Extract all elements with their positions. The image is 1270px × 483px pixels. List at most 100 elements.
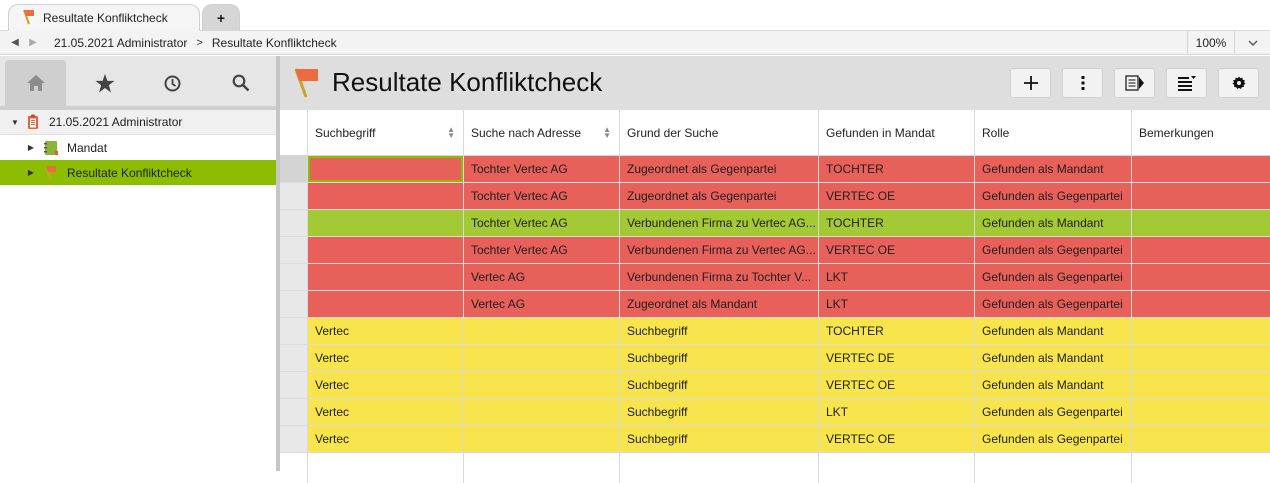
tree-item-resultate-konfliktcheck[interactable]: ▶ Resultate Konfliktcheck (0, 160, 276, 185)
cell-grund-der-suche[interactable]: Suchbegriff (620, 399, 819, 425)
cell-suchbegriff[interactable] (308, 156, 464, 182)
cell-suchbegriff[interactable]: Vertec (308, 426, 464, 452)
sidebar-tab-home[interactable] (5, 60, 66, 106)
cell-rolle[interactable]: Gefunden als Mandant (975, 318, 1132, 344)
table-row[interactable]: Vertec Suchbegriff VERTEC OE Gefunden al… (280, 426, 1270, 453)
cell-rolle[interactable]: Gefunden als Gegenpartei (975, 291, 1132, 317)
cell-suche-nach-adresse[interactable] (464, 318, 620, 344)
zoom-level[interactable]: 100% (1187, 31, 1235, 55)
row-header[interactable] (280, 426, 308, 452)
cell-suchbegriff[interactable]: Vertec (308, 399, 464, 425)
cell-bemerkungen[interactable] (1132, 156, 1270, 182)
sidebar-tab-history[interactable] (142, 60, 203, 106)
cell-grund-der-suche[interactable]: Suchbegriff (620, 345, 819, 371)
cell-bemerkungen[interactable] (1132, 237, 1270, 263)
table-row[interactable]: Vertec Suchbegriff VERTEC DE Gefunden al… (280, 345, 1270, 372)
expand-down-icon[interactable]: ▼ (11, 117, 19, 127)
cell-gefunden-in-mandat[interactable]: LKT (819, 291, 975, 317)
cell-grund-der-suche[interactable]: Verbundenen Firma zu Vertec AG... (620, 237, 819, 263)
cell-grund-der-suche[interactable]: Suchbegriff (620, 318, 819, 344)
cell-suchbegriff[interactable]: Vertec (308, 372, 464, 398)
cell-bemerkungen[interactable] (1132, 399, 1270, 425)
cell-gefunden-in-mandat[interactable]: LKT (819, 264, 975, 290)
cell-bemerkungen[interactable] (1132, 345, 1270, 371)
cell-gefunden-in-mandat[interactable]: VERTEC OE (819, 237, 975, 263)
cell-rolle[interactable]: Gefunden als Gegenpartei (975, 426, 1132, 452)
cell-rolle[interactable]: Gefunden als Mandant (975, 345, 1132, 371)
cell-bemerkungen[interactable] (1132, 291, 1270, 317)
tree-item-administrator[interactable]: ▼ 21.05.2021 Administrator (0, 110, 276, 135)
cell-rolle[interactable]: Gefunden als Gegenpartei (975, 264, 1132, 290)
cell-rolle[interactable]: Gefunden als Gegenpartei (975, 237, 1132, 263)
cell-grund-der-suche[interactable]: Zugeordnet als Mandant (620, 291, 819, 317)
row-header[interactable] (280, 372, 308, 398)
cell-grund-der-suche[interactable]: Zugeordnet als Gegenpartei (620, 183, 819, 209)
cell-grund-der-suche[interactable]: Verbundenen Firma zu Vertec AG... (620, 210, 819, 236)
table-row[interactable]: Vertec AG Verbundenen Firma zu Tochter V… (280, 264, 1270, 291)
row-header[interactable] (280, 156, 308, 182)
column-header-gefunden-in-mandat[interactable]: Gefunden in Mandat (819, 110, 975, 155)
row-header[interactable] (280, 264, 308, 290)
expand-right-icon[interactable]: ▶ (27, 168, 35, 177)
more-button[interactable] (1062, 68, 1103, 98)
cell-suchbegriff[interactable] (308, 210, 464, 236)
cell-rolle[interactable]: Gefunden als Gegenpartei (975, 399, 1132, 425)
cell-rolle[interactable]: Gefunden als Mandant (975, 156, 1132, 182)
cell-suche-nach-adresse[interactable]: Tochter Vertec AG (464, 210, 620, 236)
cell-gefunden-in-mandat[interactable]: VERTEC OE (819, 372, 975, 398)
row-header[interactable] (280, 399, 308, 425)
cell-gefunden-in-mandat[interactable]: VERTEC OE (819, 426, 975, 452)
cell-suchbegriff[interactable] (308, 264, 464, 290)
cell-gefunden-in-mandat[interactable]: VERTEC OE (819, 183, 975, 209)
cell-suche-nach-adresse[interactable] (464, 372, 620, 398)
expand-right-icon[interactable]: ▶ (27, 143, 35, 152)
cell-rolle[interactable]: Gefunden als Mandant (975, 372, 1132, 398)
cell-bemerkungen[interactable] (1132, 264, 1270, 290)
column-header-suche-nach-adresse[interactable]: Suche nach Adresse ▲ ▼ (464, 110, 620, 155)
row-header[interactable] (280, 183, 308, 209)
chevron-down-icon[interactable] (1240, 31, 1266, 55)
cell-rolle[interactable]: Gefunden als Gegenpartei (975, 183, 1132, 209)
row-header[interactable] (280, 345, 308, 371)
column-header-rolle[interactable]: Rolle (975, 110, 1132, 155)
cell-gefunden-in-mandat[interactable]: TOCHTER (819, 156, 975, 182)
column-header-grund-der-suche[interactable]: Grund der Suche (620, 110, 819, 155)
table-row[interactable]: Vertec AG Zugeordnet als Mandant LKT Gef… (280, 291, 1270, 318)
table-row[interactable]: Tochter Vertec AG Verbundenen Firma zu V… (280, 237, 1270, 264)
cell-bemerkungen[interactable] (1132, 318, 1270, 344)
cell-bemerkungen[interactable] (1132, 183, 1270, 209)
cell-grund-der-suche[interactable]: Suchbegriff (620, 372, 819, 398)
breadcrumb-administrator[interactable]: 21.05.2021 Administrator (54, 35, 188, 50)
list-options-button[interactable] (1166, 68, 1207, 98)
cell-suchbegriff[interactable]: Vertec (308, 345, 464, 371)
cell-gefunden-in-mandat[interactable]: VERTEC DE (819, 345, 975, 371)
cell-suche-nach-adresse[interactable]: Vertec AG (464, 291, 620, 317)
cell-suche-nach-adresse[interactable]: Tochter Vertec AG (464, 156, 620, 182)
column-header-suchbegriff[interactable]: Suchbegriff ▲ ▼ (308, 110, 464, 155)
cell-suche-nach-adresse[interactable] (464, 345, 620, 371)
cell-suchbegriff[interactable] (308, 291, 464, 317)
cell-suche-nach-adresse[interactable]: Tochter Vertec AG (464, 237, 620, 263)
cell-suchbegriff[interactable] (308, 237, 464, 263)
tab-resultate-konfliktcheck[interactable]: Resultate Konfliktcheck (8, 4, 200, 31)
table-row[interactable]: Tochter Vertec AG Zugeordnet als Gegenpa… (280, 183, 1270, 210)
cell-gefunden-in-mandat[interactable]: TOCHTER (819, 318, 975, 344)
cell-suche-nach-adresse[interactable]: Tochter Vertec AG (464, 183, 620, 209)
settings-button[interactable] (1218, 68, 1259, 98)
tree-item-mandat[interactable]: ▶ Mandat (0, 135, 276, 160)
cell-grund-der-suche[interactable]: Suchbegriff (620, 426, 819, 452)
cell-suche-nach-adresse[interactable]: Vertec AG (464, 264, 620, 290)
table-row[interactable]: Tochter Vertec AG Verbundenen Firma zu V… (280, 210, 1270, 237)
cell-suchbegriff[interactable] (308, 183, 464, 209)
sidebar-tab-search[interactable] (210, 60, 271, 106)
cell-suche-nach-adresse[interactable] (464, 426, 620, 452)
detail-view-button[interactable] (1114, 68, 1155, 98)
new-tab-button[interactable]: + (202, 4, 240, 31)
row-header[interactable] (280, 210, 308, 236)
table-row[interactable]: Vertec Suchbegriff TOCHTER Gefunden als … (280, 318, 1270, 345)
cell-gefunden-in-mandat[interactable]: LKT (819, 399, 975, 425)
back-button[interactable]: ◀ (11, 37, 19, 48)
cell-grund-der-suche[interactable]: Zugeordnet als Gegenpartei (620, 156, 819, 182)
cell-rolle[interactable]: Gefunden als Mandant (975, 210, 1132, 236)
table-row[interactable]: Tochter Vertec AG Zugeordnet als Gegenpa… (280, 156, 1270, 183)
